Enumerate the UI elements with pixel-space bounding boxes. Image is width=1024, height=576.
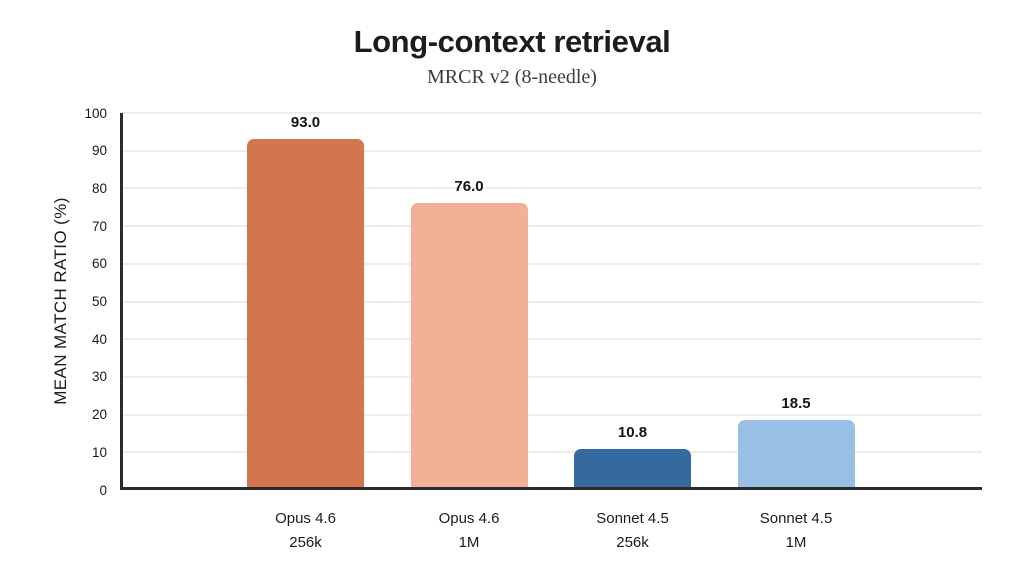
y-tick-label: 50 [91, 293, 107, 309]
y-tick-label: 40 [91, 331, 107, 347]
x-category-label: Opus 4.6 256k [207, 507, 404, 555]
x-category-label-model: Opus 4.6 [275, 510, 336, 527]
x-category-label: Opus 4.6 1M [371, 507, 568, 555]
plot-area: 0 10 20 30 40 50 60 70 80 90 100 93.0 Opus 4.6 256k 7… [84, 106, 982, 551]
x-category-label: Sonnet 4.5 1M [698, 507, 895, 555]
y-tick-label: 0 [99, 482, 107, 498]
y-axis-line [120, 113, 123, 490]
gridline [120, 225, 982, 228]
bar-value-label: 93.0 [290, 114, 321, 132]
x-category-label-model: Sonnet 4.5 [596, 510, 669, 527]
y-tick-label: 60 [91, 256, 107, 272]
bar-3 [574, 449, 691, 490]
gridline [120, 300, 982, 303]
x-category-label: Sonnet 4.5 256k [534, 507, 731, 555]
bar-value-label: 18.5 [781, 395, 811, 413]
gridline [120, 112, 982, 114]
chart-subtitle: MRCR v2 (8-needle) [427, 66, 597, 88]
gridline [120, 375, 982, 378]
bar-1 [247, 139, 364, 490]
gridline [120, 187, 982, 190]
x-category-label-context: 1M [458, 534, 480, 551]
y-tick-label: 100 [84, 105, 107, 121]
y-axis-label: MEAN MATCH RATIO (%) [51, 197, 70, 405]
x-category-label-model: Sonnet 4.5 [759, 510, 833, 527]
bar-value-label: 76.0 [454, 178, 484, 196]
y-tick-label: 90 [91, 142, 107, 158]
x-category-label-context: 256k [616, 534, 649, 551]
bar-value-label: 10.8 [617, 424, 648, 442]
gridline [120, 262, 982, 265]
chart-title: Long-context retrieval [353, 24, 671, 59]
y-tick-label: 70 [91, 218, 107, 234]
bar-4 [737, 420, 855, 490]
y-tick-label: 20 [91, 406, 107, 422]
y-tick-label: 30 [91, 369, 107, 385]
x-category-label-model: Opus 4.6 [438, 510, 500, 527]
x-category-label-context: 256k [289, 534, 322, 551]
x-category-label-context: 1M [785, 534, 807, 551]
gridline [120, 149, 982, 152]
gridline [120, 413, 982, 416]
gridline [120, 338, 982, 341]
y-tick-label: 80 [91, 180, 107, 196]
y-tick-label: 10 [91, 444, 107, 460]
bar-2 [410, 203, 528, 490]
gridline [120, 451, 982, 454]
x-axis-line [120, 487, 982, 490]
